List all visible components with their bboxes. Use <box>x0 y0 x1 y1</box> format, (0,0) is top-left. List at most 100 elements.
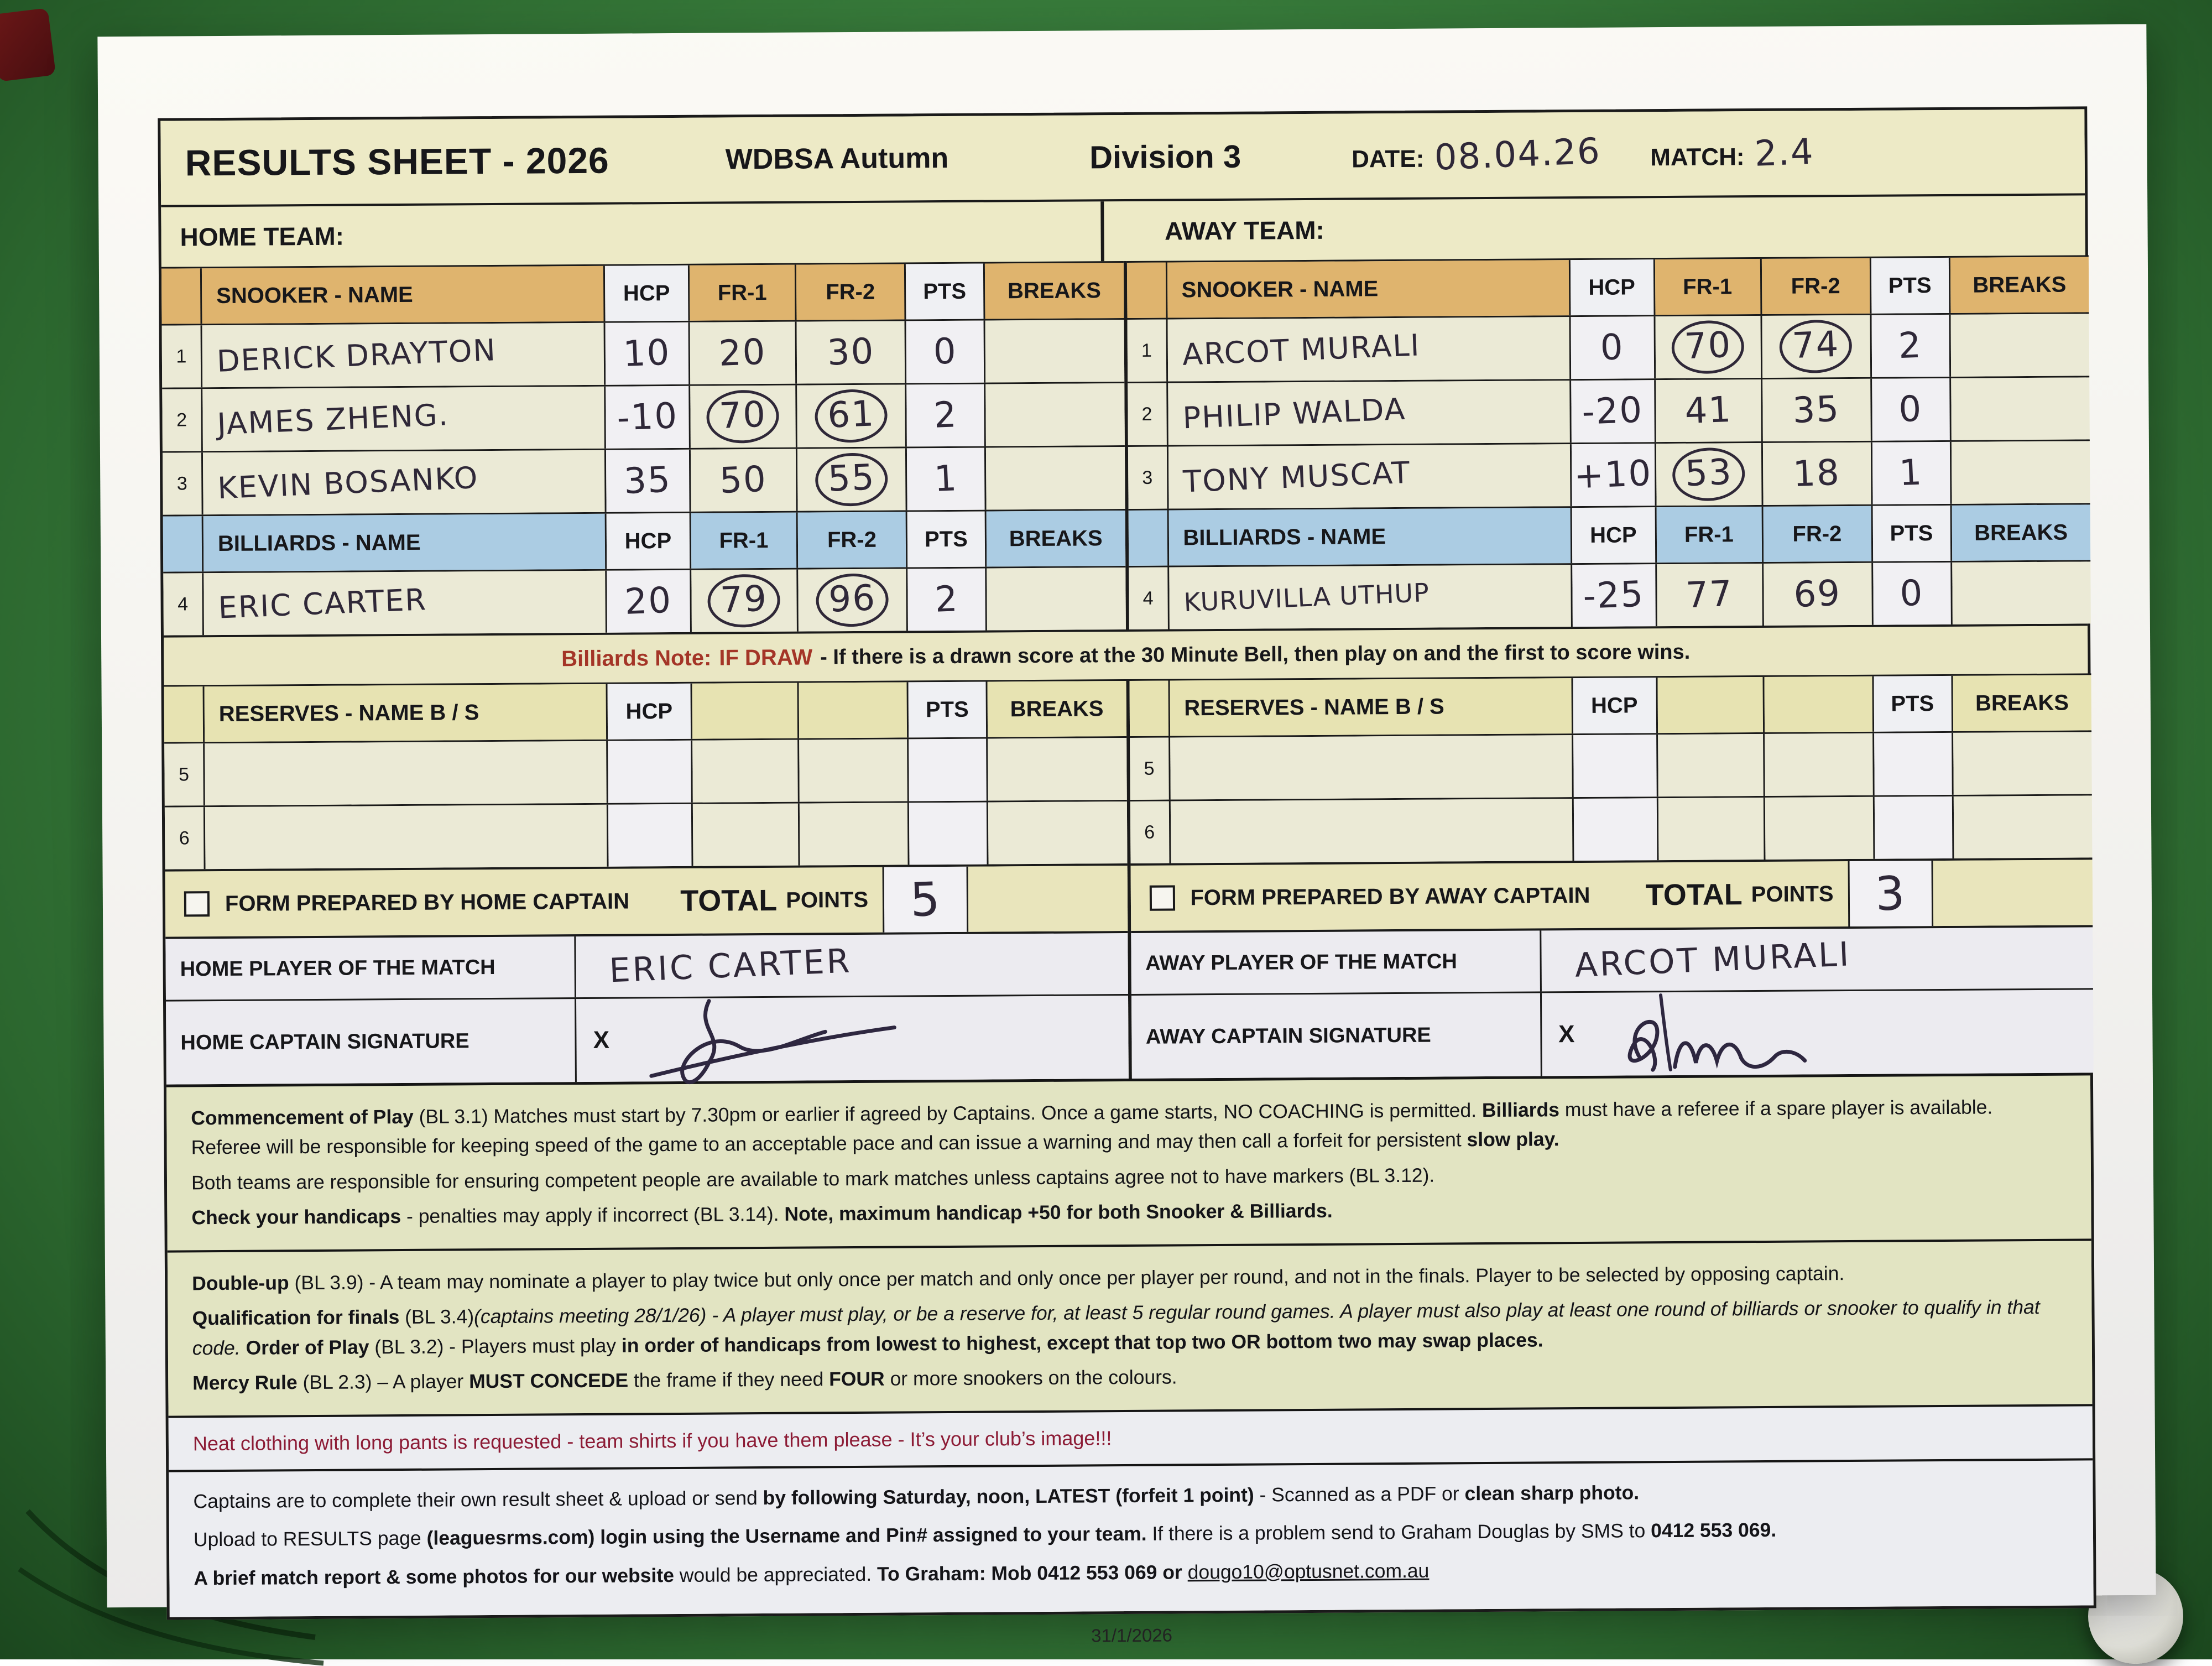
col-header-fr2: FR-2 <box>1763 506 1873 562</box>
col-header-billiards-name: BILLIARDS - NAME <box>203 513 607 572</box>
player-name-handwritten: ARCOT MURALI <box>1181 327 1421 372</box>
col-header-breaks: BREAKS <box>984 263 1124 319</box>
hcp-handwritten: -25 <box>1582 574 1645 617</box>
away-reserves-header-row: RESERVES - NAME B / S HCP PTS BREAKS <box>1129 673 2092 736</box>
billiards-note-ifdraw: IF DRAW <box>719 644 813 670</box>
col-header-blank <box>799 682 909 738</box>
col-header-fr1: FR-1 <box>1655 258 1762 315</box>
home-signature-label: HOME CAPTAIN SIGNATURE <box>166 999 577 1085</box>
away-form-prepared-checkbox <box>1149 885 1175 911</box>
col-header-breaks: BREAKS <box>986 511 1125 567</box>
fr2-score: 55 <box>814 451 889 508</box>
col-header-fr1: FR-1 <box>1656 506 1764 563</box>
cell-fr1: 20 <box>690 321 797 384</box>
cell-fr1: 70 <box>690 385 797 448</box>
cell-hcp: -20 <box>1571 380 1656 443</box>
cell-pts <box>1874 796 1954 859</box>
col-header-blank <box>1128 510 1169 566</box>
cell-pts: 1 <box>1872 441 1952 504</box>
hcp-handwritten: 0 <box>1599 326 1625 369</box>
date-label: DATE: <box>1351 145 1425 173</box>
fr1-score: 77 <box>1684 573 1734 617</box>
points-label: POINTS <box>786 887 869 913</box>
cell-fr2: 55 <box>797 448 907 511</box>
cell-breaks <box>1953 795 2093 858</box>
col-header-pts: PTS <box>1873 675 1953 732</box>
home-signature-row: HOME CAPTAIN SIGNATURE X <box>165 993 1129 1085</box>
cell-row-number: 1 <box>1127 319 1168 382</box>
col-header-breaks: BREAKS <box>987 681 1126 737</box>
rule-paragraph: Mercy Rule (BL 2.3) – A player MUST CONC… <box>192 1366 1177 1394</box>
player-name-handwritten: KEVIN BOSANKO <box>217 460 479 506</box>
cell-player-name: KURUVILLA UTHUP <box>1168 565 1573 629</box>
cell-pts: 2 <box>906 384 986 447</box>
cell-fr2: 30 <box>796 321 907 384</box>
cell-player-name: PHILIP WALDA <box>1167 381 1572 445</box>
hcp-handwritten: 20 <box>624 580 673 623</box>
cell-fr1 <box>692 803 800 866</box>
away-signature-row: AWAY CAPTAIN SIGNATURE X <box>1131 988 2094 1079</box>
cell-breaks <box>1950 314 2090 377</box>
cell-row-number: 3 <box>1128 446 1169 509</box>
col-header-hcp: HCP <box>604 265 690 321</box>
cell-player-name: ERIC CARTER <box>204 570 607 636</box>
away-form-prepared: FORM PREPARED BY AWAY CAPTAIN <box>1130 862 1646 931</box>
instruction-paragraph: A brief match report & some photos for o… <box>194 1559 1430 1590</box>
cell-fr2: 69 <box>1763 563 1874 626</box>
pts-handwritten: 1 <box>1898 452 1924 494</box>
player-name-handwritten: DERICK DRAYTON <box>216 332 497 379</box>
fr2-score: 74 <box>1778 318 1854 375</box>
home-snooker-row-3: 3 KEVIN BOSANKO 35 50 55 1 <box>162 445 1125 515</box>
fr1-score: 50 <box>719 459 768 502</box>
home-billiards-header-row: BILLIARDS - NAME HCP FR-1 FR-2 PTS BREAK… <box>163 509 1125 572</box>
cell-breaks <box>988 801 1128 865</box>
cell-breaks <box>988 738 1127 801</box>
results-sheet-paper: RESULTS SHEET - 2026 WDBSA Autumn Divisi… <box>97 24 2156 1646</box>
instruction-paragraph: Captains are to complete their own resul… <box>193 1481 1640 1513</box>
away-snooker-header-row: SNOOKER - NAME HCP FR-1 FR-2 PTS BREAKS <box>1126 255 2089 318</box>
cell-row-number: 5 <box>164 743 205 806</box>
fr2-score: 61 <box>813 388 889 444</box>
col-header-reserves-name: RESERVES - NAME B / S <box>204 684 608 742</box>
cell-row-number: 1 <box>161 325 203 388</box>
cell-fr1 <box>1657 733 1765 797</box>
cell-player-name: ARCOT MURALI <box>1167 317 1571 382</box>
away-billiards-row-4: 4 KURUVILLA UTHUP -25 77 69 0 <box>1128 560 2091 629</box>
red-chalk-marker <box>0 8 56 82</box>
col-header-hcp: HCP <box>607 683 693 740</box>
cell-breaks <box>985 383 1125 446</box>
home-potm-value-cell: ERIC CARTER <box>576 933 1128 997</box>
rules-doubleup-block: Double-up (BL 3.9) - A team may nominate… <box>167 1238 2093 1416</box>
cell-row-number: 2 <box>1127 383 1168 445</box>
cell-hcp: 35 <box>606 449 691 512</box>
away-total-points-cell: 3 <box>1848 861 1934 927</box>
fr1-score: 70 <box>1670 319 1745 376</box>
home-signature-area <box>643 996 1128 1084</box>
col-header-reserves-name: RESERVES - NAME B / S <box>1170 678 1573 736</box>
cell-fr2 <box>1765 796 1875 860</box>
cell-pts: 0 <box>1872 562 1953 625</box>
away-team-label: AWAY TEAM: <box>1164 215 1325 246</box>
date-group: DATE: 08.04.26 <box>1351 131 1601 179</box>
cell-fr2 <box>799 739 909 802</box>
cell-hcp <box>1573 798 1659 861</box>
col-header-blank <box>1126 262 1168 318</box>
cell-player-name <box>205 741 608 806</box>
home-reserve-row-6: 6 <box>164 800 1128 870</box>
away-signature-area <box>1608 990 2094 1075</box>
cell-player-name <box>1170 799 1574 863</box>
cell-player-name <box>1170 735 1574 800</box>
pts-handwritten: 2 <box>933 579 959 621</box>
rule-paragraph: Double-up (BL 3.9) - A team may nominate… <box>192 1262 1845 1295</box>
pts-handwritten: 0 <box>1899 572 1924 615</box>
cell-fr1: 53 <box>1656 442 1764 506</box>
match-value-handwritten: 2.4 <box>1754 131 1815 175</box>
cell-fr2: 96 <box>798 569 908 632</box>
total-label: TOTAL <box>680 883 778 918</box>
home-form-prepared-label: FORM PREPARED BY HOME CAPTAIN <box>225 888 630 916</box>
cell-pts: 2 <box>907 568 987 631</box>
away-signature-label: AWAY CAPTAIN SIGNATURE <box>1131 993 1542 1079</box>
home-total-tail-cell <box>968 865 1128 932</box>
col-header-pts: PTS <box>905 263 985 320</box>
cell-pts: 0 <box>1871 378 1952 441</box>
